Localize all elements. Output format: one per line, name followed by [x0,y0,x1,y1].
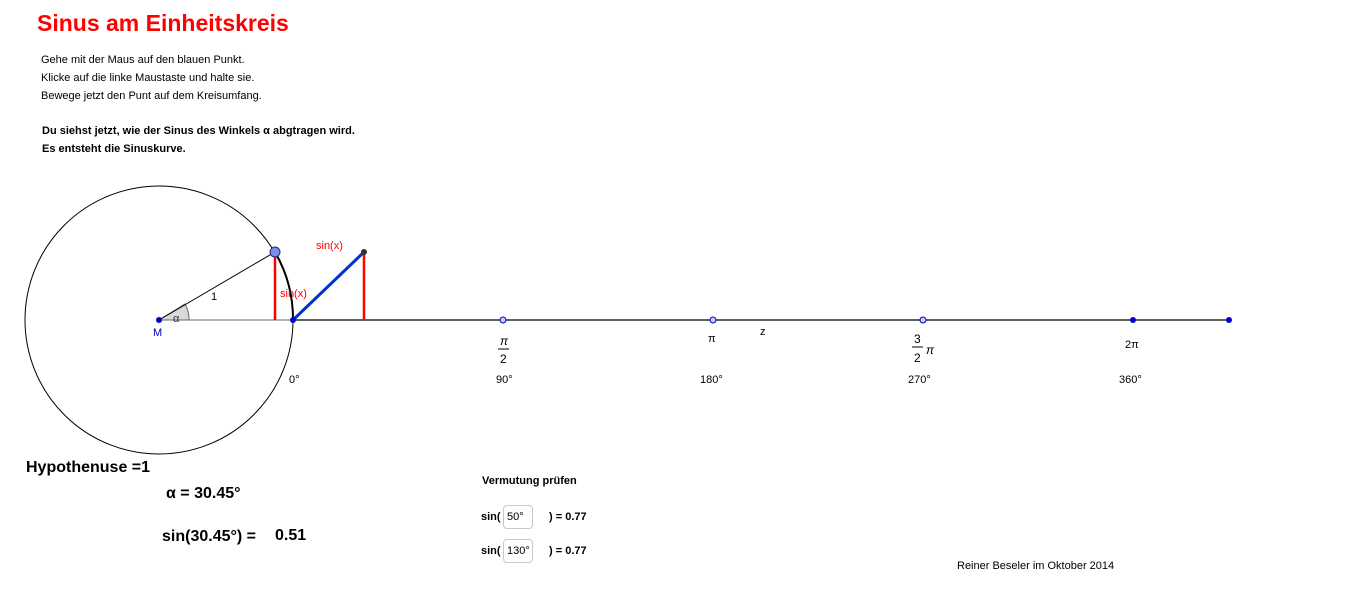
sin-result-value: 0.51 [275,527,307,544]
explanation-line-1: Du siehst jetzt, wie der Sinus des Winke… [42,125,355,137]
alpha-value: α = 30.45° [166,485,241,502]
sin-label-graph: sin(x) [316,240,343,252]
hypothenuse-text: Hypothenuse =1 [26,459,151,476]
sin-result-label: sin(30.45°) = [162,528,256,545]
author-credit: Reiner Beseler im Oktober 2014 [957,560,1115,572]
pi-half-numerator: π [500,334,509,348]
point-360 [1130,317,1136,323]
sine-graph-point [361,249,367,255]
instruction-line-1: Gehe mit der Maus auf den blauen Punkt. [41,54,245,66]
check-row-1-prefix: sin( [481,511,501,523]
point-180 [709,316,717,324]
deg-90-label: 90° [496,374,513,386]
sin-label-circle: sin(x) [280,288,307,300]
explanation-line-2: Es entsteht die Sinuskurve. [42,143,186,155]
center-label: M [153,327,162,339]
angle-input-1[interactable] [503,505,533,529]
deg-180-label: 180° [700,374,723,386]
check-row-2-prefix: sin( [481,545,501,557]
pi-label: π [708,333,716,345]
center-point [156,317,162,323]
three-half-numerator: 3 [914,332,921,346]
three-half-denominator: 2 [914,351,921,365]
page-title: Sinus am Einheitskreis [37,10,289,36]
angle-label: α [173,313,180,325]
axis-end-point [1226,317,1232,323]
two-pi-label: 2π [1125,339,1139,351]
point-270 [919,316,927,324]
hypotenuse-graph [291,250,366,322]
instruction-line-3: Bewege jetzt den Punt auf dem Kreisumfan… [41,90,262,102]
check-row-2-result: ) = 0.77 [549,545,587,557]
instruction-line-2: Klicke auf die linke Maustaste und halte… [41,72,255,84]
point-90 [499,316,507,324]
deg-270-label: 270° [908,374,931,386]
angle-arc [274,251,295,321]
radius-line [158,251,276,321]
drag-point[interactable] [269,246,281,258]
three-half-pi: π [926,343,935,357]
origin-point [290,317,296,323]
angle-input-2[interactable] [503,539,533,563]
radius-label: 1 [211,291,217,303]
z-label: z [760,326,766,338]
pi-half-denominator: 2 [500,352,507,366]
deg-0-label: 0° [289,374,300,386]
check-row-1-result: ) = 0.77 [549,511,587,523]
deg-360-label: 360° [1119,374,1142,386]
check-title: Vermutung prüfen [482,475,577,487]
